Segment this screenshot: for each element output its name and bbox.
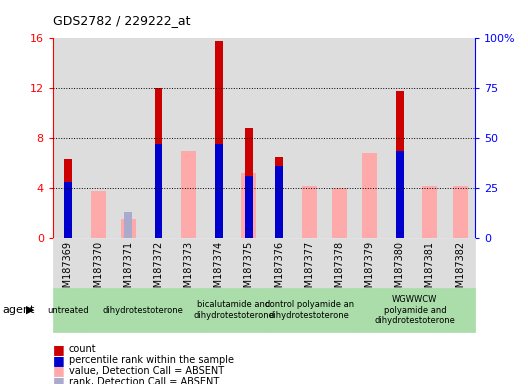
Bar bbox=[113, 38, 143, 238]
FancyBboxPatch shape bbox=[264, 238, 294, 288]
Text: GSM187382: GSM187382 bbox=[455, 240, 465, 300]
FancyBboxPatch shape bbox=[174, 238, 204, 288]
FancyBboxPatch shape bbox=[354, 238, 385, 288]
Text: GSM187374: GSM187374 bbox=[214, 240, 224, 300]
Bar bbox=[294, 38, 324, 238]
Bar bbox=[445, 38, 475, 238]
Text: GSM187372: GSM187372 bbox=[154, 240, 163, 300]
Text: GSM187376: GSM187376 bbox=[274, 240, 284, 300]
Text: GSM187370: GSM187370 bbox=[93, 240, 103, 300]
Bar bbox=[155, 144, 162, 238]
Text: GSM187378: GSM187378 bbox=[334, 240, 344, 300]
Text: GSM187373: GSM187373 bbox=[184, 240, 194, 300]
Bar bbox=[245, 176, 253, 238]
Bar bbox=[143, 38, 174, 238]
Text: ▶: ▶ bbox=[26, 305, 34, 315]
Text: GSM187377: GSM187377 bbox=[304, 240, 314, 300]
FancyBboxPatch shape bbox=[264, 288, 354, 332]
Bar bbox=[362, 153, 377, 238]
Bar bbox=[452, 186, 468, 238]
Bar bbox=[422, 186, 438, 238]
Text: ■: ■ bbox=[53, 343, 64, 356]
Text: agent: agent bbox=[3, 305, 35, 315]
Text: ■: ■ bbox=[53, 364, 64, 377]
Bar bbox=[264, 38, 294, 238]
Bar bbox=[121, 219, 136, 238]
Text: rank, Detection Call = ABSENT: rank, Detection Call = ABSENT bbox=[69, 377, 219, 384]
Bar bbox=[64, 182, 72, 238]
Bar bbox=[301, 186, 317, 238]
Bar bbox=[354, 38, 385, 238]
FancyBboxPatch shape bbox=[113, 238, 143, 288]
FancyBboxPatch shape bbox=[83, 288, 204, 332]
Text: dihydrotestoterone: dihydrotestoterone bbox=[103, 306, 184, 314]
Text: GSM187380: GSM187380 bbox=[395, 240, 405, 300]
Text: GSM187371: GSM187371 bbox=[123, 240, 133, 300]
Text: WGWWCW
polyamide and
dihydrotestoterone: WGWWCW polyamide and dihydrotestoterone bbox=[374, 295, 455, 325]
Bar bbox=[234, 38, 264, 238]
Text: GSM187381: GSM187381 bbox=[425, 240, 435, 300]
Bar bbox=[181, 151, 196, 238]
FancyBboxPatch shape bbox=[324, 238, 354, 288]
FancyBboxPatch shape bbox=[143, 238, 174, 288]
FancyBboxPatch shape bbox=[83, 238, 113, 288]
Bar bbox=[53, 38, 83, 238]
Bar bbox=[415, 38, 445, 238]
Bar bbox=[215, 144, 222, 238]
FancyBboxPatch shape bbox=[445, 238, 475, 288]
Bar bbox=[90, 190, 106, 238]
Bar bbox=[215, 41, 222, 238]
Bar bbox=[275, 157, 283, 238]
Text: ■: ■ bbox=[53, 375, 64, 384]
Bar bbox=[204, 38, 234, 238]
FancyBboxPatch shape bbox=[204, 238, 234, 288]
Text: percentile rank within the sample: percentile rank within the sample bbox=[69, 355, 233, 365]
FancyBboxPatch shape bbox=[234, 238, 264, 288]
Bar bbox=[241, 173, 257, 238]
FancyBboxPatch shape bbox=[354, 288, 475, 332]
Bar bbox=[324, 38, 354, 238]
Text: ■: ■ bbox=[53, 354, 64, 367]
Text: GSM187369: GSM187369 bbox=[63, 240, 73, 300]
FancyBboxPatch shape bbox=[53, 288, 83, 332]
Bar bbox=[64, 159, 72, 238]
Text: untreated: untreated bbox=[47, 306, 89, 314]
Bar bbox=[332, 188, 347, 238]
Bar bbox=[155, 88, 162, 238]
Text: value, Detection Call = ABSENT: value, Detection Call = ABSENT bbox=[69, 366, 224, 376]
Text: GDS2782 / 229222_at: GDS2782 / 229222_at bbox=[53, 14, 190, 27]
FancyBboxPatch shape bbox=[294, 238, 324, 288]
Text: GSM187375: GSM187375 bbox=[244, 240, 254, 300]
Bar bbox=[396, 91, 403, 238]
Text: GSM187379: GSM187379 bbox=[365, 240, 374, 300]
Text: control polyamide an
dihydrotestoterone: control polyamide an dihydrotestoterone bbox=[265, 300, 354, 320]
FancyBboxPatch shape bbox=[385, 238, 415, 288]
Text: count: count bbox=[69, 344, 96, 354]
Bar bbox=[396, 151, 403, 238]
Bar bbox=[275, 166, 283, 238]
Bar bbox=[83, 38, 113, 238]
Bar bbox=[174, 38, 204, 238]
Bar bbox=[385, 38, 415, 238]
FancyBboxPatch shape bbox=[415, 238, 445, 288]
Text: bicalutamide and
dihydrotestoterone: bicalutamide and dihydrotestoterone bbox=[193, 300, 274, 320]
FancyBboxPatch shape bbox=[204, 288, 264, 332]
Bar bbox=[125, 212, 132, 238]
Bar bbox=[245, 128, 253, 238]
FancyBboxPatch shape bbox=[53, 238, 83, 288]
